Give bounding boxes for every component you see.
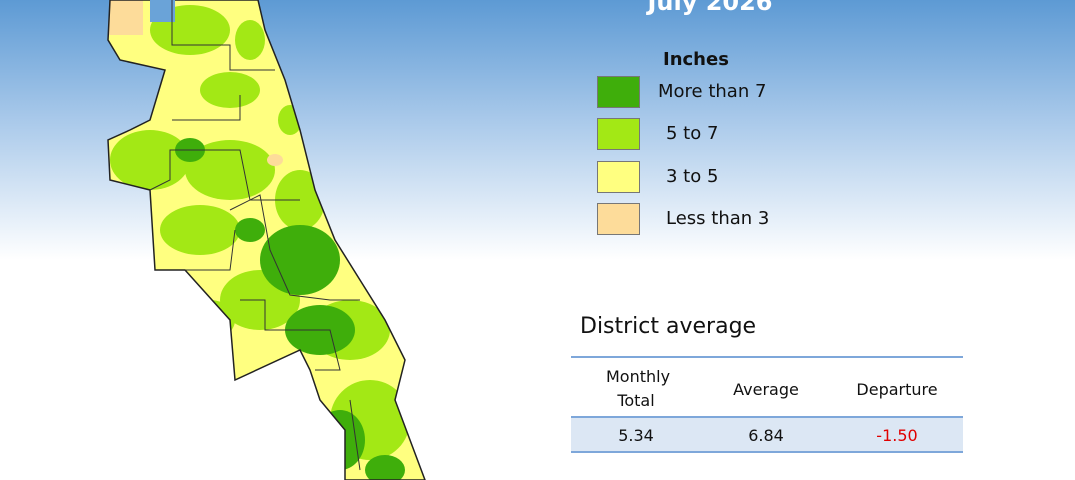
column-header: Departure [856,380,938,399]
county-lines [149,0,361,471]
legend-title: Inches [663,49,729,70]
map [107,0,426,480]
table-rule [571,416,963,418]
table-cell: -1.50 [876,426,918,445]
table-rule [571,451,963,453]
legend-label: 3 to 5 [666,166,719,187]
legend-label: Less than 3 [666,208,770,229]
row-background [571,418,963,452]
legend-swatch [597,118,640,150]
legend-label: More than 7 [658,81,767,102]
legend-swatch [597,76,640,108]
column-header: Monthly Total [606,367,671,410]
table-title: District average [580,314,757,339]
rainfall-field [108,0,425,480]
water [150,0,175,22]
table-rule [571,356,963,358]
legend-swatch [597,161,640,193]
table-cell: 5.34 [618,426,654,445]
column-header: Average [733,380,799,399]
district-outline [107,0,426,480]
table-cell: 6.84 [748,426,784,445]
map-title: July 2026 [647,0,773,16]
legend-swatch [597,203,640,235]
legend-label: 5 to 7 [666,123,719,144]
